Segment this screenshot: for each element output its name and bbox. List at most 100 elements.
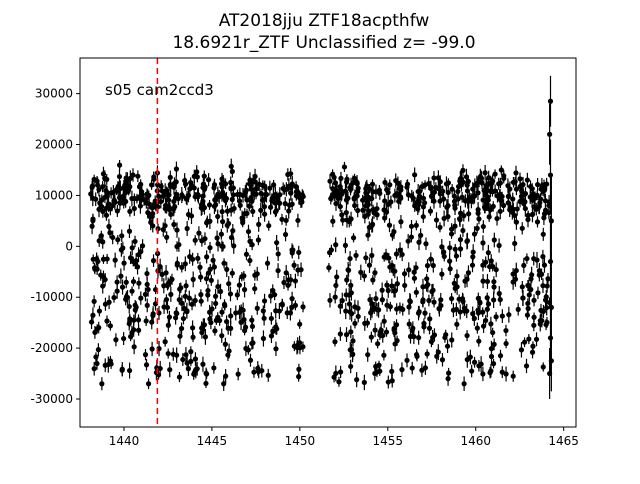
- data-point: [460, 224, 466, 237]
- data-point: [249, 320, 256, 332]
- marker: [95, 258, 101, 265]
- marker: [340, 217, 346, 223]
- data-point: [521, 257, 527, 273]
- data-point: [360, 194, 366, 206]
- marker: [510, 271, 516, 277]
- marker: [249, 317, 255, 323]
- data-point: [348, 177, 354, 193]
- data-point: [345, 263, 352, 277]
- marker: [107, 206, 113, 212]
- data-point: [255, 234, 262, 246]
- data-point: [192, 367, 198, 377]
- marker: [213, 300, 219, 307]
- data-point: [224, 315, 230, 328]
- data-point: [126, 224, 133, 239]
- data-point: [484, 201, 490, 212]
- marker: [258, 190, 264, 196]
- marker: [166, 314, 173, 320]
- marker: [544, 283, 550, 289]
- marker: [162, 188, 168, 194]
- marker: [188, 349, 194, 355]
- marker: [461, 381, 467, 387]
- data-point: [100, 278, 106, 294]
- marker: [531, 256, 537, 262]
- data-point: [164, 280, 171, 291]
- marker: [369, 195, 375, 202]
- marker: [286, 183, 292, 189]
- data-point: [260, 180, 266, 191]
- marker: [363, 186, 369, 192]
- marker: [488, 346, 495, 352]
- marker: [493, 267, 499, 273]
- marker: [342, 242, 349, 249]
- marker: [92, 329, 98, 336]
- data-point: [458, 171, 465, 186]
- data-point: [365, 347, 371, 362]
- marker: [177, 333, 183, 339]
- marker: [106, 223, 112, 230]
- data-point: [430, 258, 436, 273]
- marker: [283, 217, 289, 224]
- marker: [226, 281, 232, 287]
- data-point: [91, 361, 97, 376]
- data-point: [422, 307, 428, 319]
- data-point: [300, 341, 306, 352]
- marker: [393, 178, 399, 184]
- marker: [192, 356, 199, 362]
- data-point: [440, 185, 446, 197]
- marker: [348, 182, 354, 188]
- marker: [480, 240, 486, 246]
- marker: [524, 255, 530, 262]
- data-point: [188, 177, 194, 188]
- data-point: [226, 343, 232, 359]
- data-point: [188, 346, 194, 357]
- marker: [241, 273, 247, 279]
- marker: [420, 214, 426, 220]
- marker: [184, 225, 190, 232]
- marker: [266, 223, 272, 229]
- marker: [416, 199, 422, 205]
- x-tick: 1445: [197, 427, 227, 448]
- marker: [144, 281, 150, 288]
- marker: [360, 197, 366, 203]
- data-point: [175, 192, 181, 206]
- data-point: [135, 170, 141, 183]
- marker: [397, 247, 403, 253]
- marker: [330, 218, 336, 224]
- data-point: [170, 347, 176, 361]
- marker: [296, 366, 302, 372]
- data-point: [482, 164, 488, 181]
- marker: [192, 237, 198, 243]
- y-tick-label: 10000: [35, 188, 73, 202]
- marker: [451, 193, 457, 199]
- marker: [447, 245, 453, 251]
- data-point: [542, 193, 548, 208]
- data-point: [182, 256, 188, 272]
- marker: [221, 301, 228, 308]
- marker: [291, 262, 297, 268]
- marker: [276, 308, 282, 314]
- marker: [350, 338, 356, 344]
- marker: [547, 258, 554, 265]
- marker: [114, 279, 120, 285]
- data-point: [449, 223, 455, 236]
- marker: [396, 185, 402, 191]
- data-point: [346, 298, 353, 310]
- marker: [476, 338, 482, 344]
- marker: [185, 211, 192, 218]
- marker: [100, 208, 106, 215]
- marker: [413, 289, 419, 295]
- marker: [145, 381, 152, 387]
- marker: [137, 203, 144, 209]
- data-point: [428, 336, 435, 348]
- data-point: [207, 242, 213, 254]
- marker: [531, 322, 537, 328]
- data-point: [185, 208, 192, 221]
- marker: [123, 279, 129, 285]
- marker: [296, 249, 302, 256]
- data-point: [199, 201, 205, 216]
- marker: [184, 308, 190, 314]
- data-point: [127, 313, 133, 324]
- marker: [167, 367, 173, 373]
- marker: [496, 242, 502, 249]
